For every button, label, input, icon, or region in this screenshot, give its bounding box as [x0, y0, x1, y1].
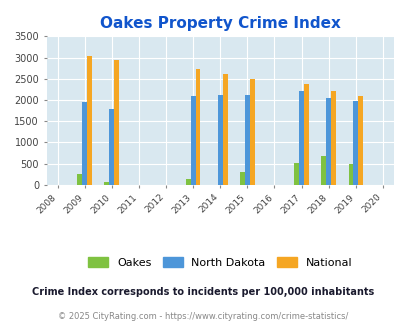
Bar — [357, 96, 362, 185]
Bar — [104, 182, 109, 185]
Bar — [330, 91, 335, 185]
Text: Crime Index corresponds to incidents per 100,000 inhabitants: Crime Index corresponds to incidents per… — [32, 287, 373, 297]
Bar — [321, 156, 326, 185]
Bar — [352, 101, 357, 185]
Bar — [326, 98, 330, 185]
Bar — [303, 84, 308, 185]
Bar — [77, 174, 82, 185]
Bar — [347, 164, 352, 185]
Bar — [298, 91, 303, 185]
Bar — [87, 56, 92, 185]
Title: Oakes Property Crime Index: Oakes Property Crime Index — [100, 16, 340, 31]
Text: © 2025 CityRating.com - https://www.cityrating.com/crime-statistics/: © 2025 CityRating.com - https://www.city… — [58, 312, 347, 321]
Bar — [294, 163, 298, 185]
Legend: Oakes, North Dakota, National: Oakes, North Dakota, National — [88, 257, 352, 268]
Bar — [195, 69, 200, 185]
Bar — [109, 110, 114, 185]
Bar — [82, 102, 87, 185]
Bar — [190, 96, 195, 185]
Bar — [114, 60, 119, 185]
Bar — [239, 172, 244, 185]
Bar — [244, 95, 249, 185]
Bar — [249, 79, 254, 185]
Bar — [185, 180, 190, 185]
Bar — [222, 75, 227, 185]
Bar — [217, 95, 222, 185]
